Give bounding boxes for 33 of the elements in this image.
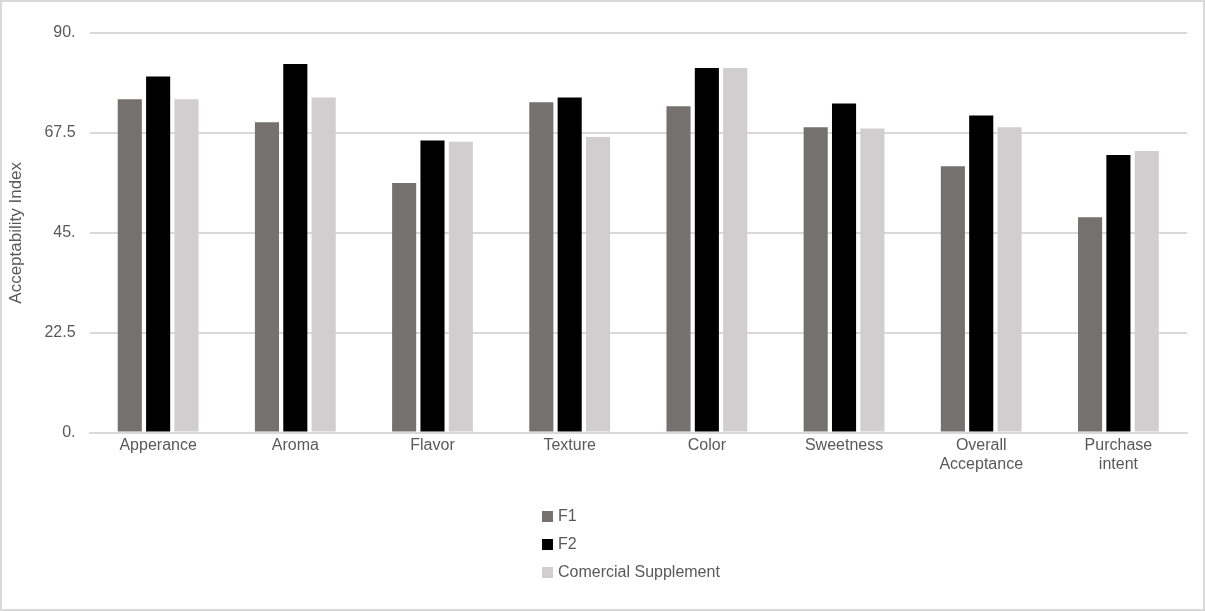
x-tick-label: Overall Acceptance (939, 435, 1024, 472)
bar (666, 106, 691, 432)
x-tick-label: Texture (543, 435, 597, 453)
y-tick-label: 0. (62, 423, 76, 441)
y-tick-label: 45. (53, 223, 76, 241)
bar (694, 68, 719, 432)
bar (1078, 217, 1103, 432)
bar (117, 99, 142, 432)
bar (392, 183, 417, 432)
legend-label: Comercial Supplement (557, 562, 720, 582)
y-tick-label: 22.5 (44, 323, 76, 341)
bar (529, 102, 554, 432)
y-tick-label: 90. (53, 23, 76, 41)
x-tick-label: Sweetness (804, 435, 884, 453)
legend-label: F1 (557, 506, 578, 526)
x-tick-label: Color (687, 435, 727, 453)
bar (254, 122, 280, 432)
bar (969, 115, 994, 432)
x-tick-label: Aroma (271, 435, 319, 453)
y-tick-label: 67.5 (44, 123, 76, 141)
bar (832, 103, 857, 432)
x-tick-label: Flavor (410, 435, 456, 453)
bar (940, 166, 965, 432)
legend-label: F2 (557, 534, 578, 554)
x-tick-label: Purchase intent (1084, 435, 1153, 472)
bar (1106, 155, 1131, 432)
bar (420, 140, 445, 432)
x-tick-label: Apperance (119, 435, 197, 453)
y-axis-title: Acceptability Index (5, 161, 25, 304)
bar (283, 64, 308, 432)
bar (557, 97, 582, 432)
bar (146, 76, 171, 432)
bar (803, 127, 828, 432)
